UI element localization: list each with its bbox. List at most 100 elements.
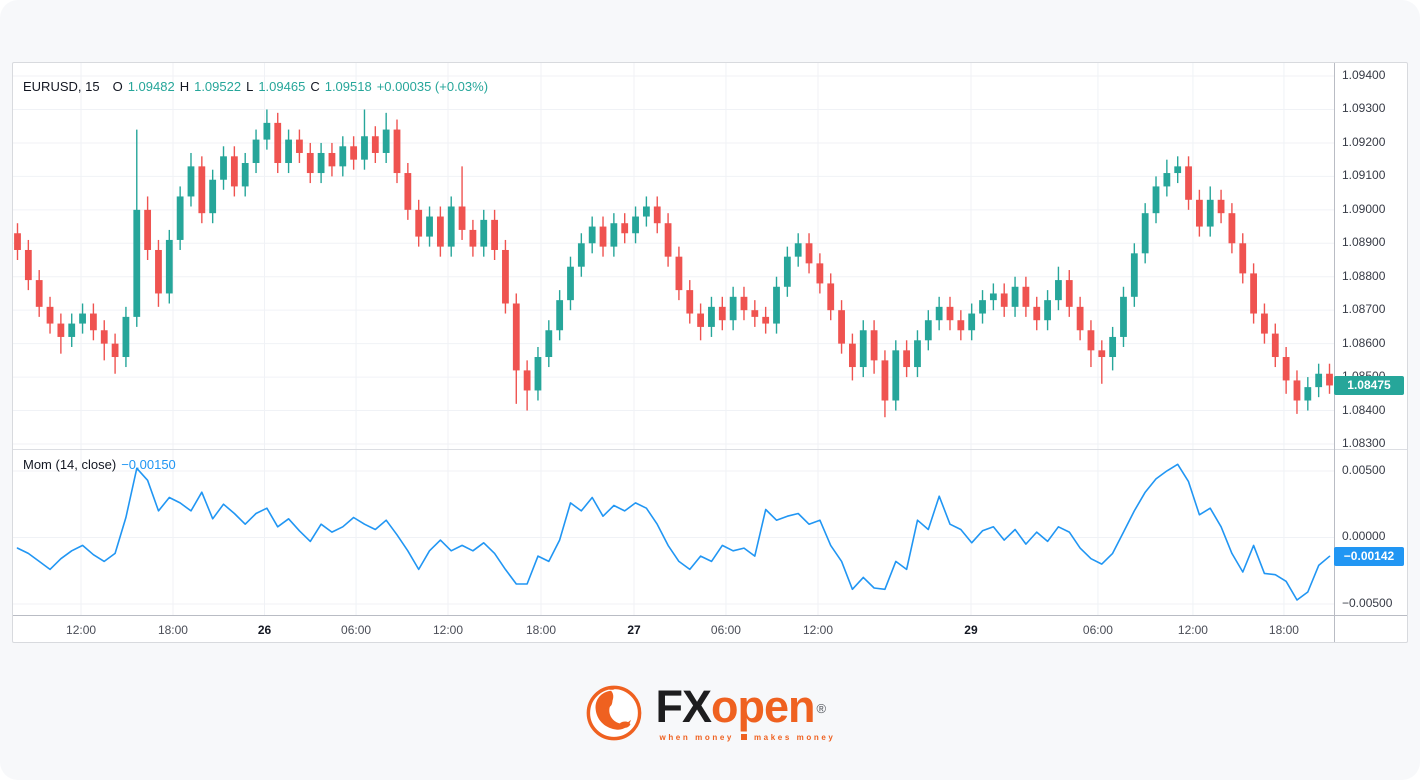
candle-up	[480, 219, 488, 247]
candle-down	[653, 206, 661, 224]
candle-down	[350, 146, 358, 160]
brand-tagline: when money makes money	[660, 733, 836, 742]
axis-tick-label: 1.08900	[1342, 235, 1386, 250]
tagline-square-icon	[740, 734, 747, 740]
candle-down	[1271, 333, 1279, 358]
candle-down	[827, 283, 835, 311]
candle-up	[577, 243, 585, 267]
candle-down	[230, 156, 238, 187]
candle-down	[296, 139, 303, 153]
candle-down	[100, 330, 108, 344]
candle-up	[241, 163, 249, 187]
candle-up	[1163, 173, 1171, 187]
axis-tick-label: 1.09300	[1342, 101, 1386, 116]
candle-down	[144, 209, 152, 250]
time-axis-day-label: 27	[627, 623, 641, 637]
time-axis-label: 18:00	[157, 623, 188, 637]
candle-up	[545, 330, 553, 358]
candle-down	[46, 306, 54, 324]
candle-up	[187, 166, 195, 197]
candle-down	[675, 256, 683, 291]
candle-down	[1065, 280, 1073, 307]
candle-up	[133, 209, 141, 317]
time-axis-label: 06:00	[1082, 623, 1113, 637]
candle-down	[436, 216, 444, 247]
candle-up	[979, 300, 986, 314]
candle-up	[176, 196, 184, 240]
candle-up	[588, 226, 596, 244]
time-axis-label: 18:00	[525, 623, 557, 637]
candle-up	[382, 129, 390, 153]
candle-down	[512, 303, 520, 371]
close-label: C	[310, 79, 320, 94]
candle-down	[155, 249, 162, 294]
candle-down	[502, 249, 509, 304]
last-price-badge: 1.08475	[1334, 375, 1404, 395]
candle-up	[1152, 186, 1160, 214]
time-axis-day-label: 26	[257, 623, 272, 637]
candle-up	[632, 216, 639, 234]
candle-up	[79, 313, 86, 324]
candle-up	[285, 139, 292, 164]
candle-up	[426, 216, 433, 237]
candle-up	[859, 330, 867, 368]
candle-up	[935, 306, 943, 321]
axis-tick-label: 1.09100	[1342, 168, 1386, 183]
candle-down	[686, 290, 694, 314]
axis-tick-label: 1.08800	[1342, 268, 1386, 283]
candle-down	[469, 229, 477, 247]
candle-up	[1130, 253, 1138, 297]
candle-up	[1174, 166, 1182, 174]
low-label: L	[246, 79, 254, 94]
candle-down	[24, 249, 32, 281]
candle-up	[68, 323, 76, 337]
candle-up	[642, 206, 650, 217]
tagline-left: when money	[659, 732, 734, 742]
momentum-value-badge: −0.00142	[1334, 546, 1404, 566]
candle-up	[1304, 387, 1312, 401]
candle-up	[914, 340, 921, 368]
time-axis-label: 12:00	[432, 623, 464, 637]
candle-down	[415, 209, 423, 237]
candle-up	[1120, 296, 1127, 337]
tagline-right: makes money	[753, 732, 836, 742]
candle-down	[1261, 313, 1268, 334]
candle-down	[957, 320, 965, 331]
candle-up	[729, 296, 737, 321]
candle-down	[838, 310, 845, 344]
candle-down	[1239, 243, 1247, 274]
candle-down	[1033, 306, 1041, 321]
candle-up	[1315, 373, 1323, 388]
chart-canvas[interactable]	[13, 63, 1407, 615]
axis-tick-label: 1.08400	[1342, 402, 1386, 417]
candle-up	[567, 266, 574, 301]
candle-down	[740, 296, 748, 311]
candle-up	[989, 293, 997, 301]
candle-up	[924, 320, 932, 341]
axis-tick-label: −0.00500	[1342, 595, 1393, 610]
axis-tick-label: 1.08600	[1342, 335, 1386, 350]
fxopen-lion-emblem-icon	[586, 685, 641, 741]
time-axis-day-label: 29	[964, 623, 978, 637]
pane-divider[interactable]	[13, 449, 1407, 450]
candle-up	[165, 239, 173, 294]
time-axis-label: 06:00	[341, 623, 372, 637]
candle-down	[1228, 213, 1236, 244]
axis-tick-label: 0.00500	[1342, 462, 1386, 477]
candle-up	[1011, 286, 1019, 307]
momentum-legend: Mom (14, close) −0.00150	[23, 457, 176, 472]
low-value: 1.09465	[258, 79, 306, 94]
momentum-indicator-name[interactable]: Mom (14, close)	[23, 457, 117, 472]
candle-up	[773, 286, 780, 324]
symbol-name[interactable]: EURUSD, 15	[23, 79, 100, 94]
candle-down	[491, 219, 498, 250]
candle-down	[1098, 350, 1106, 358]
candle-down	[35, 280, 43, 307]
candle-down	[946, 306, 954, 321]
candle-down	[90, 313, 97, 331]
open-label: O	[112, 79, 123, 94]
candle-down	[881, 360, 889, 401]
registered-mark: ®	[816, 700, 827, 716]
